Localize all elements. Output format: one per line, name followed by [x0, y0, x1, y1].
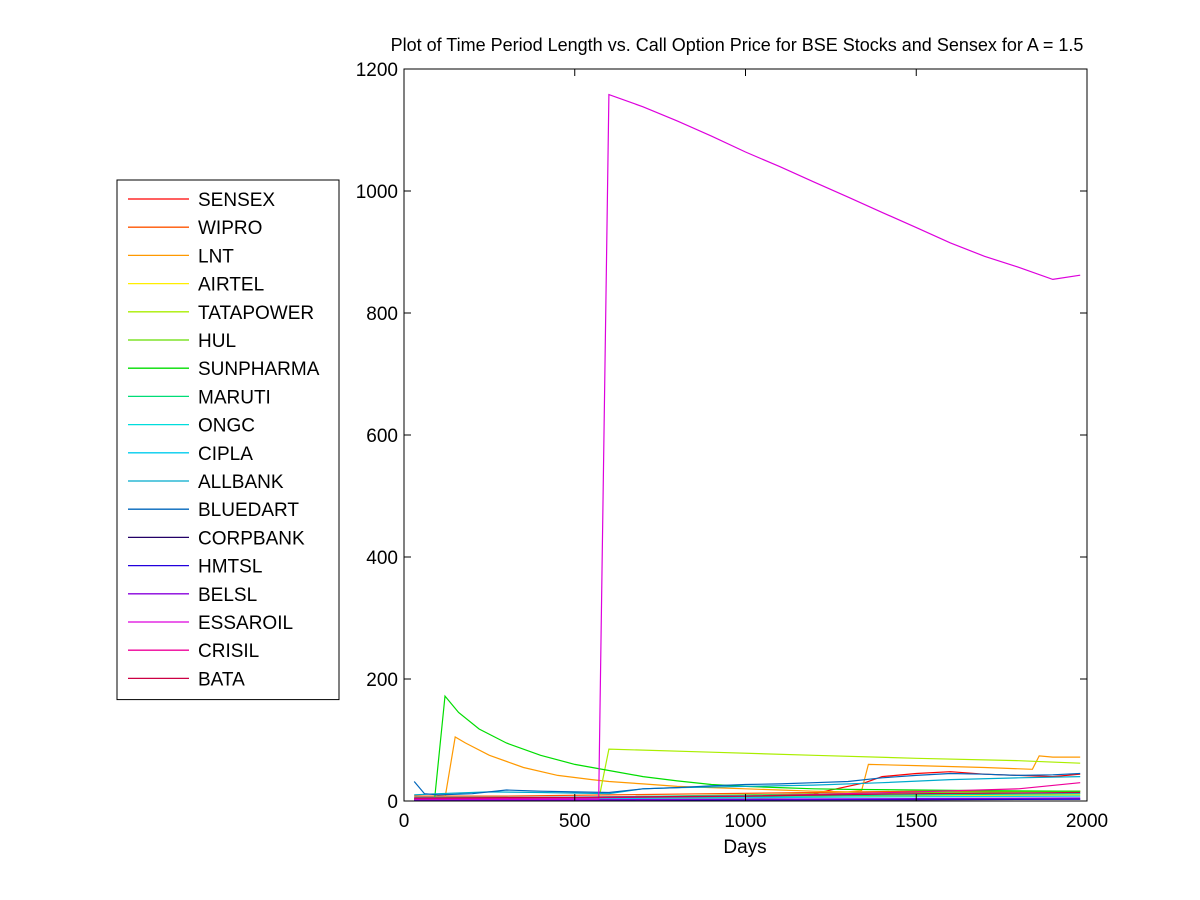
legend-entry-hmtsl: HMTSL — [198, 557, 262, 578]
legend-entry-hul: HUL — [198, 331, 236, 352]
legend-entry-crisil: CRISIL — [198, 641, 259, 662]
legend-entry-corpbank: CORPBANK — [198, 528, 305, 549]
series-line-sunpharma — [414, 694, 1081, 800]
series-line-bluedart — [413, 772, 1081, 796]
legend: SENSEX WIPRO LNT AIRTEL TATAPOWER HUL SUNPHARM… — [116, 179, 340, 701]
x-tick-label: 1500 — [895, 811, 937, 832]
x-tick-label: 500 — [559, 811, 591, 832]
legend-entry-bluedart: BLUEDART — [198, 500, 299, 521]
legend-entry-lnt: LNT — [198, 246, 234, 267]
legend-entry-essaroil: ESSAROIL — [198, 613, 293, 634]
series-line-tatapower — [414, 748, 1081, 801]
legend-entry-belsl: BELSL — [198, 585, 257, 606]
legend-entry-allbank: ALLBANK — [198, 472, 284, 493]
y-tick-label: 0 — [387, 792, 398, 813]
legend-box — [116, 179, 340, 701]
legend-entry-maruti: MARUTI — [198, 387, 271, 408]
legend-entry-bata: BATA — [198, 669, 245, 690]
x-tick-label: 1000 — [724, 811, 766, 832]
y-tick-label: 1000 — [356, 182, 398, 203]
y-tick-label: 400 — [366, 548, 398, 569]
y-tick-label: 200 — [366, 670, 398, 691]
legend-entry-tatapower: TATAPOWER — [198, 303, 314, 324]
legend-entry-cipla: CIPLA — [198, 444, 253, 465]
chart-title: Plot of Time Period Length vs. Call Opti… — [391, 35, 1084, 55]
legend-entry-wipro: WIPRO — [198, 218, 262, 239]
x-tick-label: 0 — [399, 811, 410, 832]
series-line-essaroil — [414, 93, 1081, 800]
y-tick-label: 800 — [366, 304, 398, 325]
legend-entry-ongc: ONGC — [198, 416, 255, 437]
legend-entry-sensex: SENSEX — [198, 190, 275, 211]
x-axis-label: Days — [723, 837, 766, 858]
y-tick-label: 1200 — [356, 60, 398, 81]
axes: 0 500 1000 1500 2000 0 200 400 600 800 1000 1200 — [356, 60, 1108, 832]
series-line-crisil — [414, 782, 1081, 800]
series-line-lnt — [414, 736, 1081, 799]
legend-entry-airtel: AIRTEL — [198, 275, 264, 296]
y-tick-label: 600 — [366, 426, 398, 447]
x-tick-label: 2000 — [1066, 811, 1108, 832]
legend-entry-sunpharma: SUNPHARMA — [198, 359, 320, 380]
